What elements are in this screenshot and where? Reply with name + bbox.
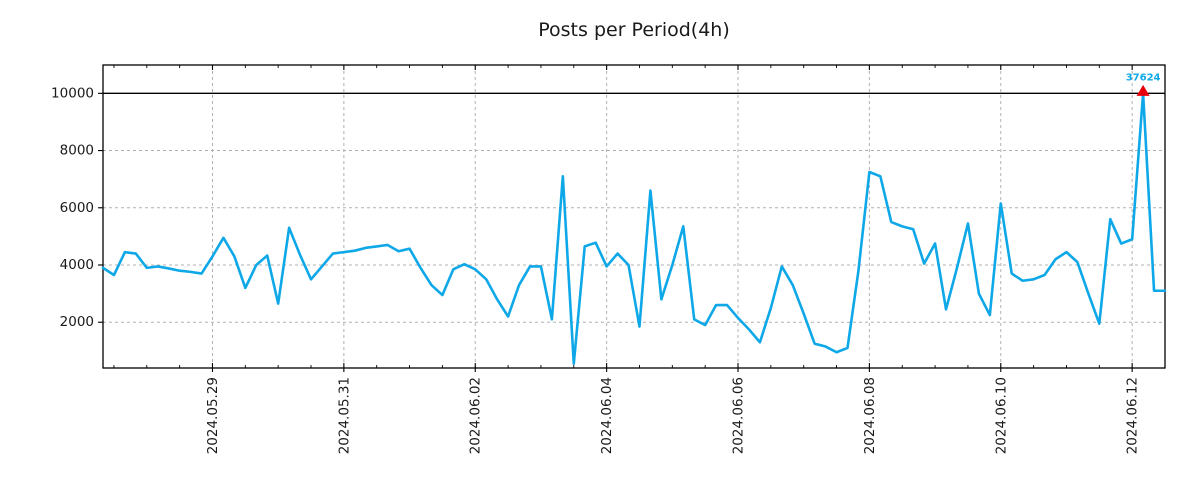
x-tick-label: 2024.06.08 xyxy=(862,377,878,454)
x-tick-label: 2024.06.02 xyxy=(468,377,484,454)
x-tick-label: 2024.06.06 xyxy=(731,377,747,454)
y-tick-label: 8000 xyxy=(60,143,94,159)
y-tick-label: 2000 xyxy=(60,314,94,330)
y-tick-label: 4000 xyxy=(60,257,94,273)
peak-annotation: 37624 xyxy=(1126,72,1161,83)
x-tick-label: 2024.05.29 xyxy=(205,377,221,454)
peak-marker xyxy=(1136,84,1150,96)
x-tick-label: 2024.06.10 xyxy=(993,377,1009,454)
x-tick-label: 2024.05.31 xyxy=(336,377,352,454)
x-tick-label: 2024.06.04 xyxy=(599,377,615,454)
axes-border xyxy=(102,64,1166,369)
y-tick-label: 10000 xyxy=(51,85,94,101)
x-tick-label: 2024.06.12 xyxy=(1125,377,1141,454)
chart-title: Posts per Period(4h) xyxy=(538,19,730,41)
data-line xyxy=(101,92,1167,366)
y-tick-label: 6000 xyxy=(60,200,94,216)
